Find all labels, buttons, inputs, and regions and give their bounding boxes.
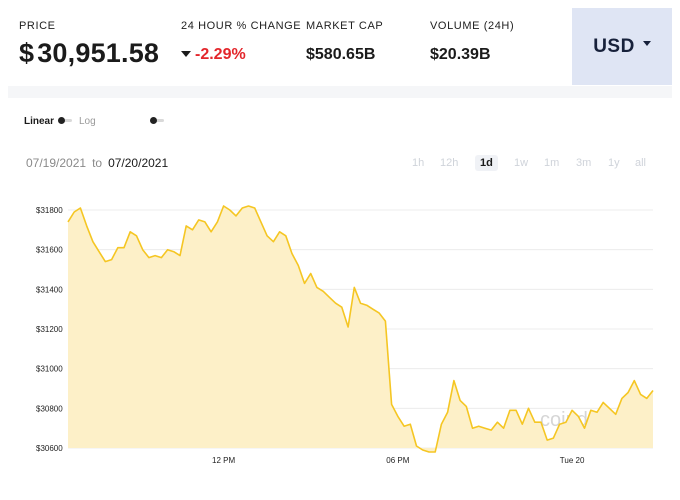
toggle-knob bbox=[58, 117, 65, 124]
price-area-fill bbox=[68, 206, 653, 452]
y-tick-label: $31200 bbox=[36, 325, 63, 334]
range-all[interactable]: all bbox=[635, 157, 647, 169]
price-label: PRICE bbox=[19, 20, 56, 32]
toggle-knob bbox=[150, 117, 157, 124]
range-12h[interactable]: 12h bbox=[440, 157, 459, 169]
y-tick-label: $30800 bbox=[36, 404, 63, 413]
y-tick-label: $31800 bbox=[36, 206, 63, 215]
date-range-end[interactable]: 07/20/2021 bbox=[108, 156, 169, 170]
price-stat: PRICE $30,951.58 bbox=[19, 20, 159, 69]
y-tick-label: $31400 bbox=[36, 285, 63, 294]
change-label: 24 HOUR % CHANGE bbox=[181, 20, 302, 32]
price-number: 30,951.58 bbox=[37, 38, 160, 68]
time-range-selector: 1h 12h 1d 1w 1m 3m 1y all bbox=[400, 155, 660, 173]
change-stat: 24 HOUR % CHANGE -2.29% bbox=[181, 20, 301, 64]
currency-select-button[interactable]: USD bbox=[572, 8, 672, 85]
y-tick-label: $31000 bbox=[36, 365, 63, 374]
range-1m[interactable]: 1m bbox=[544, 157, 560, 169]
price-value: $30,951.58 bbox=[19, 38, 159, 69]
change-value: -2.29% bbox=[195, 46, 246, 63]
down-arrow-icon bbox=[181, 50, 191, 57]
market-cap-stat: MARKET CAP $580.65B bbox=[306, 20, 383, 64]
volume-value: $20.39B bbox=[430, 46, 491, 63]
range-1y[interactable]: 1y bbox=[608, 157, 620, 169]
range-3m[interactable]: 3m bbox=[576, 157, 592, 169]
date-range: 07/19/2021 to 07/20/2021 bbox=[26, 156, 168, 170]
linear-scale-toggle[interactable] bbox=[58, 117, 72, 124]
volume-stat: VOLUME (24H) $20.39B bbox=[430, 20, 514, 64]
range-1w[interactable]: 1w bbox=[514, 157, 529, 169]
change-value-row: -2.29% bbox=[181, 46, 301, 64]
x-tick-label: Tue 20 bbox=[560, 456, 585, 465]
x-tick-label: 12 PM bbox=[212, 456, 235, 465]
currency-symbol: $ bbox=[19, 38, 35, 68]
market-cap-value: $580.65B bbox=[306, 46, 376, 63]
price-line bbox=[67, 205, 654, 453]
chevron-down-icon bbox=[642, 41, 651, 46]
x-tick-label: 06 PM bbox=[386, 456, 409, 465]
linear-scale-label[interactable]: Linear bbox=[24, 116, 55, 127]
stats-header: PRICE $30,951.58 24 HOUR % CHANGE -2.29%… bbox=[0, 0, 680, 98]
range-1h[interactable]: 1h bbox=[412, 157, 425, 169]
range-1d[interactable]: 1d bbox=[475, 155, 498, 171]
date-range-to: to bbox=[92, 156, 103, 170]
log-scale-toggle[interactable] bbox=[150, 117, 164, 124]
date-range-start[interactable]: 07/19/2021 bbox=[26, 156, 87, 170]
market-cap-label: MARKET CAP bbox=[306, 20, 384, 32]
header-divider bbox=[8, 86, 672, 98]
y-tick-label: $31600 bbox=[36, 246, 63, 255]
log-scale-label[interactable]: Log bbox=[79, 116, 96, 127]
y-tick-label: $30600 bbox=[36, 444, 63, 453]
currency-select-label: USD bbox=[593, 35, 635, 57]
y-axis: $30600 $30800 $31000 $31200 $31400 $31600 $318… bbox=[36, 206, 63, 453]
volume-label: VOLUME (24H) bbox=[430, 20, 515, 32]
